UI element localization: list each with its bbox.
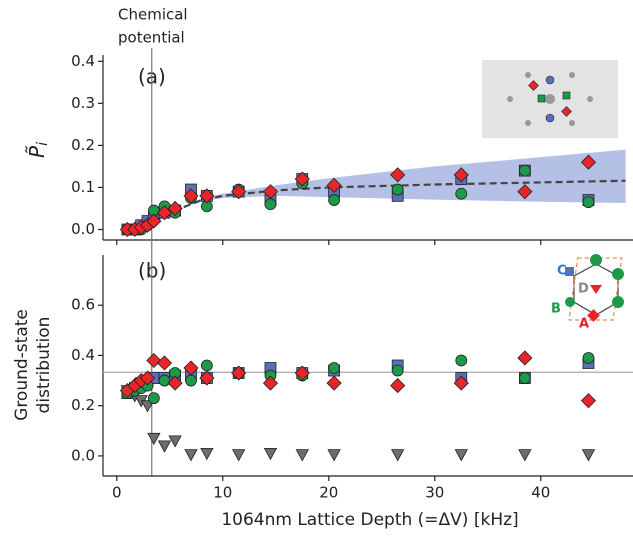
marker	[146, 352, 162, 369]
marker	[200, 447, 214, 461]
marker	[518, 372, 531, 384]
y-tick-label: 0.4	[71, 52, 95, 70]
marker	[185, 374, 197, 387]
marker	[294, 171, 310, 187]
marker	[200, 359, 213, 372]
marker	[231, 184, 247, 200]
marker	[199, 370, 215, 386]
marker	[139, 370, 156, 386]
marker	[146, 213, 162, 229]
y-axis-label: P̃i	[25, 142, 52, 158]
marker	[326, 177, 342, 193]
y-axis-label-main: P̃	[25, 145, 49, 158]
x-axis-label: 1064nm Lattice Depth (=ΔV) [kHz]	[221, 510, 518, 530]
y-tick-label: 0.2	[71, 396, 95, 414]
confidence-band	[153, 149, 626, 222]
marker	[263, 447, 278, 461]
y-tick-label: 0.3	[71, 94, 95, 112]
annotation: potential	[118, 29, 185, 47]
inset-a	[482, 60, 618, 138]
y-tick-label: 0.1	[71, 178, 95, 196]
x-tick-label: 0	[112, 484, 122, 502]
marker	[455, 354, 468, 367]
x-tick-label: 30	[425, 484, 444, 502]
y-axis-label: distribution	[34, 317, 54, 414]
inset-label: D	[578, 282, 589, 297]
y-tick-label: 0.6	[71, 296, 95, 314]
marker	[518, 164, 531, 177]
marker	[455, 187, 468, 200]
annotation: Chemical	[118, 6, 188, 24]
inset-label: A	[579, 317, 589, 332]
marker	[391, 364, 404, 377]
marker	[156, 355, 173, 371]
marker	[167, 375, 183, 391]
y-tick-label: 0.2	[71, 136, 95, 154]
marker	[581, 449, 596, 462]
marker	[453, 375, 469, 391]
marker	[147, 432, 161, 446]
marker	[454, 449, 468, 462]
marker	[167, 200, 183, 217]
marker	[183, 188, 199, 204]
marker	[580, 154, 597, 170]
inset-label: B	[551, 302, 561, 317]
y-axis-label-sub: i	[35, 142, 51, 146]
marker	[326, 375, 342, 391]
marker	[582, 352, 595, 364]
x-tick-label: 10	[213, 484, 232, 502]
marker	[140, 400, 155, 413]
x-tick-label: 20	[319, 484, 338, 502]
marker	[518, 449, 532, 462]
marker	[199, 188, 215, 204]
marker	[391, 183, 404, 196]
y-tick-label: 0.0	[71, 446, 95, 464]
marker	[264, 198, 277, 211]
marker	[328, 362, 340, 374]
marker	[294, 365, 310, 381]
y-axis-label: Ground-state	[12, 309, 32, 421]
marker	[157, 440, 172, 453]
marker	[390, 378, 406, 394]
marker	[156, 205, 173, 221]
marker	[262, 184, 279, 200]
marker	[295, 449, 309, 462]
marker	[391, 449, 405, 462]
marker	[328, 194, 340, 206]
marker	[262, 375, 279, 391]
inset-b	[565, 254, 624, 322]
marker	[453, 167, 469, 183]
inset-label: C	[557, 264, 567, 279]
marker	[580, 393, 597, 409]
marker	[183, 360, 199, 376]
marker	[184, 449, 198, 462]
y-tick-label: 0.0	[71, 220, 95, 238]
marker	[232, 449, 246, 462]
x-tick-label: 40	[531, 484, 550, 502]
marker	[168, 435, 182, 448]
marker	[517, 184, 533, 200]
marker	[517, 350, 533, 366]
marker	[147, 392, 160, 405]
marker	[231, 365, 247, 381]
marker	[158, 374, 171, 387]
y-tick-label: 0.4	[71, 346, 95, 364]
marker	[390, 167, 406, 183]
marker	[327, 449, 341, 462]
marker	[582, 196, 595, 209]
